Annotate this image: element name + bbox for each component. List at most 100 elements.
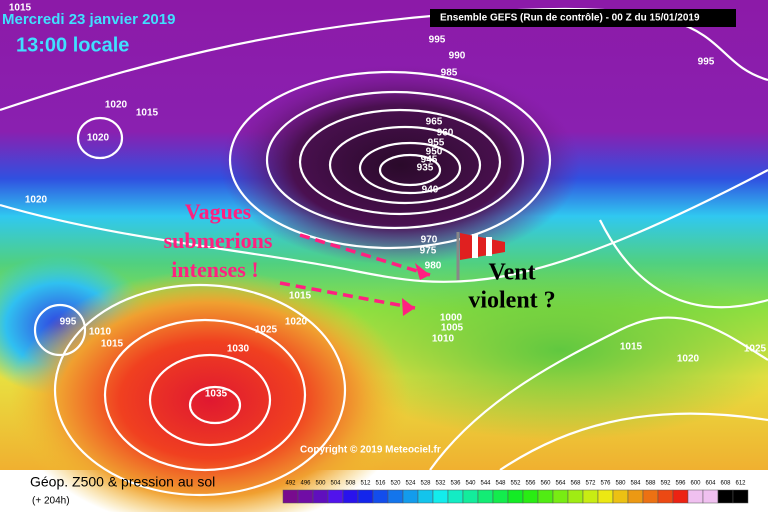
isobar-label: 965	[426, 117, 443, 128]
legend-label: 604	[705, 481, 716, 487]
legend-label: 496	[300, 481, 311, 487]
isobar-label: 1020	[25, 195, 48, 206]
legend-label: 592	[660, 481, 671, 487]
legend-swatch	[612, 489, 629, 504]
legend-swatch	[642, 489, 659, 504]
isobar-label: 1005	[441, 323, 464, 334]
legend-swatch	[522, 489, 539, 504]
legend-swatch	[657, 489, 674, 504]
legend-label: 580	[615, 481, 626, 487]
legend-label: 540	[465, 481, 476, 487]
legend-swatch	[387, 489, 404, 504]
legend-label: 536	[450, 481, 461, 487]
legend-swatch	[552, 489, 569, 504]
legend-swatch	[342, 489, 359, 504]
isobar-label: 990	[449, 51, 466, 62]
legend-label: 528	[420, 481, 431, 487]
annotation: Vent	[488, 260, 535, 286]
isobar-label: 940	[422, 185, 439, 196]
isobar-label: 1015	[620, 342, 643, 353]
legend-swatch	[732, 489, 749, 504]
isobar-label: 995	[698, 57, 715, 68]
isobar-label: 1025	[255, 325, 278, 336]
legend-label: 584	[630, 481, 641, 487]
legend-swatch	[537, 489, 554, 504]
legend-label: 596	[675, 481, 686, 487]
legend-swatch	[357, 489, 374, 504]
annotation: violent ?	[468, 288, 555, 314]
legend-label: 556	[525, 481, 536, 487]
legend-swatch	[417, 489, 434, 504]
legend-label: 564	[555, 481, 566, 487]
annotation: Vagues	[185, 199, 252, 224]
legend-swatch	[312, 489, 329, 504]
isobar-label: 970	[421, 235, 438, 246]
windsock-icon	[456, 232, 505, 280]
legend-swatch	[717, 489, 734, 504]
legend-swatch	[687, 489, 704, 504]
isobar-label: 1020	[285, 317, 308, 328]
legend-swatch	[567, 489, 584, 504]
legend-label: 508	[345, 481, 356, 487]
legend-label: 600	[690, 481, 701, 487]
legend-label: 532	[435, 481, 446, 487]
legend-label: 504	[330, 481, 341, 487]
legend-swatch	[402, 489, 419, 504]
legend-label: 608	[720, 481, 731, 487]
legend-label: 524	[405, 481, 416, 487]
legend-label: 512	[360, 481, 371, 487]
isobar-label: 955	[428, 138, 445, 149]
isobar-label: 945	[421, 155, 438, 166]
legend-swatch	[477, 489, 494, 504]
legend-label: 552	[510, 481, 521, 487]
isobar-label: 1030	[227, 344, 250, 355]
legend-label: 544	[480, 481, 491, 487]
isobar-label: 950	[426, 147, 443, 158]
footer-title: Géop. Z500 & pression au sol	[30, 474, 215, 490]
isobar-label: 1015	[136, 108, 159, 119]
legend-label: 572	[585, 481, 596, 487]
isobar-label: 1020	[87, 133, 110, 144]
isobar-label: 1010	[89, 327, 112, 338]
legend-label: 576	[600, 481, 611, 487]
legend-label: 548	[495, 481, 506, 487]
isobar-label: 1035	[205, 389, 228, 400]
isobar-label: 1020	[105, 100, 128, 111]
legend-swatch	[327, 489, 344, 504]
legend-label: 516	[375, 481, 386, 487]
legend-swatch	[372, 489, 389, 504]
legend-swatch	[672, 489, 689, 504]
legend-label: 560	[540, 481, 551, 487]
isobar-label: 960	[437, 128, 454, 139]
legend-swatch	[702, 489, 719, 504]
model-box	[430, 9, 736, 27]
legend-swatch	[462, 489, 479, 504]
legend-swatch	[627, 489, 644, 504]
isobar-label: 980	[425, 261, 442, 272]
isobar-label: 1010	[432, 334, 455, 345]
legend-swatch	[597, 489, 614, 504]
legend-label: 588	[645, 481, 656, 487]
isobar-label: 975	[420, 246, 437, 257]
footer-lead: (+ 204h)	[32, 496, 70, 507]
isobar-label: 1020	[677, 354, 700, 365]
legend-swatch	[447, 489, 464, 504]
legend-label: 612	[735, 481, 746, 487]
copyright: Copyright © 2019 Meteociel.fr	[300, 445, 441, 456]
legend-swatch	[582, 489, 599, 504]
legend-label: 568	[570, 481, 581, 487]
isobar-label: 985	[441, 68, 458, 79]
legend-label: 500	[315, 481, 326, 487]
isobar-label: 1015	[289, 291, 312, 302]
legend-swatch	[297, 489, 314, 504]
model-info: Ensemble GEFS (Run de contrôle) - 00 Z d…	[440, 13, 700, 24]
isobar-label: 1015	[9, 3, 32, 14]
isobar-label: 1015	[101, 339, 124, 350]
legend-swatch	[492, 489, 509, 504]
isobar-label: 1025	[744, 344, 767, 355]
isobar-label: 1000	[440, 313, 463, 324]
legend-swatch	[282, 489, 299, 504]
legend-label: 520	[390, 481, 401, 487]
